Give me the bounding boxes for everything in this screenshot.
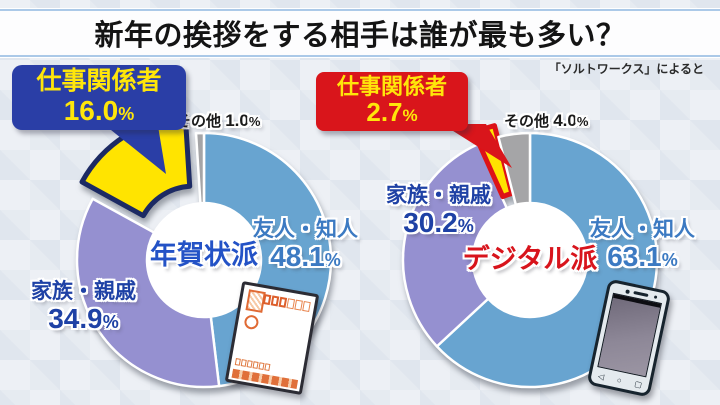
source-note: 「ソルトワークス」によると	[548, 62, 704, 76]
postcard-seal-icon	[243, 314, 260, 331]
phone-speaker-icon	[633, 290, 649, 298]
phone-recent-icon: ▢	[633, 379, 643, 390]
phone-sensor-icon	[653, 295, 658, 299]
page-title: 新年の挨拶をする相手は誰が最も多い？	[94, 20, 626, 52]
digital-callout-tail	[442, 124, 512, 168]
phone-home-icon: ○	[615, 375, 623, 386]
nengajo-callout-tail	[106, 126, 166, 174]
digital-friends-label: 友人・知人 63.1%	[590, 218, 695, 272]
digital-center-label: デジタル派	[462, 244, 598, 274]
title-bar: 新年の挨拶をする相手は誰が最も多い？	[0, 9, 720, 57]
digital-other-label: その他 4.0%	[504, 111, 589, 130]
nengajo-friends-label: 友人・知人 48.1%	[253, 218, 358, 272]
nengajo-family-label: 家族・親戚 34.9%	[31, 280, 136, 334]
nengajo-other-label: その他 1.0%	[176, 111, 261, 130]
nengajo-center-label: 年賀状派	[150, 240, 258, 270]
phone-back-icon: ◁	[597, 371, 605, 382]
nengajo-work-callout: 仕事関係者 16.0%	[12, 65, 186, 130]
phone-screen	[597, 292, 662, 378]
postcard-zipcode-boxes	[262, 294, 311, 313]
digital-work-callout: 仕事関係者 2.7%	[316, 72, 468, 132]
phone-camera-icon	[625, 289, 630, 295]
digital-family-label: 家族・親戚 30.2%	[386, 184, 491, 238]
